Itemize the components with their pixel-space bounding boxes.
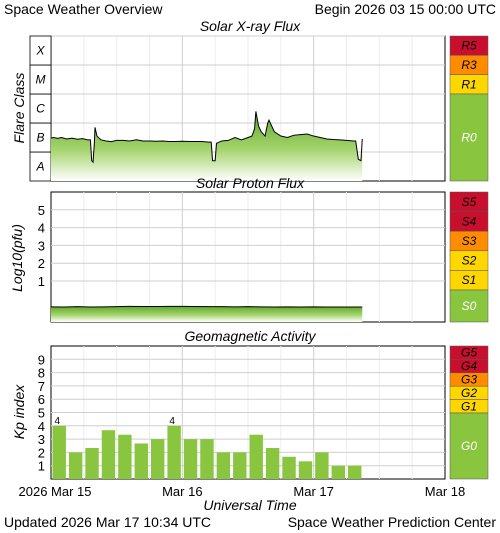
scale-label-s0: S0 — [462, 299, 477, 313]
scale-label-r0: R0 — [461, 131, 477, 145]
scale-label-g3: G3 — [461, 373, 477, 387]
proton-right-scale: S5 S4 S3 S2 S1 S0 — [449, 191, 489, 323]
kp-y-tick-label: 5 — [38, 406, 45, 421]
kp-bar — [265, 448, 280, 479]
kp-y-tick-label: 7 — [38, 379, 45, 394]
kp-bar — [315, 452, 329, 479]
x-axis-ticks: 2026 Mar 15 Mar 16 Mar 17 Mar 18 — [19, 484, 466, 499]
kp-bar — [216, 452, 231, 479]
scale-label-g4: G4 — [461, 359, 477, 373]
xray-class-label-m: M — [36, 73, 46, 87]
scale-label-g2: G2 — [461, 386, 477, 400]
xray-flux-line — [50, 111, 363, 164]
kp-y-tick-label: 8 — [38, 366, 45, 381]
proton-y-tick-label: 4 — [38, 221, 45, 236]
scale-label-s4: S4 — [462, 214, 477, 228]
xray-class-label-x: X — [35, 44, 45, 58]
kp-bar — [249, 434, 263, 479]
x-tick-label: Mar 17 — [293, 484, 333, 499]
proton-title: Solar Proton Flux — [196, 175, 305, 191]
kp-bar — [101, 430, 116, 479]
kp-y-tick-label: 6 — [38, 392, 45, 407]
proton-y-tick-label: 3 — [38, 238, 45, 253]
x-tick-label: Mar 16 — [162, 484, 202, 499]
kp-bar — [118, 434, 132, 479]
x-tick-label: Mar 18 — [425, 484, 465, 499]
xray-flux-area — [51, 111, 363, 181]
kp-grid — [51, 346, 445, 479]
kp-bar — [331, 465, 345, 479]
xray-right-scale: R5 R3 R1 R0 — [449, 35, 489, 182]
x-tick-label: 2026 Mar 15 — [19, 484, 92, 499]
proton-flux-area — [51, 306, 363, 322]
scale-label-s1: S1 — [462, 273, 477, 287]
xray-title: Solar X-ray Flux — [200, 18, 301, 34]
x-axis-label: Universal Time — [203, 497, 296, 513]
kp-bar — [151, 439, 165, 479]
proton-grid — [51, 192, 445, 322]
kp-bar — [183, 439, 198, 479]
kp-data-label: 4 — [169, 416, 175, 427]
kp-bar — [167, 425, 181, 479]
scale-block-s0 — [449, 289, 489, 323]
kp-bar — [282, 456, 296, 479]
kp-y-tick-label: 1 — [38, 459, 45, 474]
proton-ylabel: Log10(pfu) — [9, 224, 25, 292]
swpc-credit: Space Weather Prediction Center — [288, 514, 497, 530]
xray-class-box-x — [29, 35, 52, 66]
proton-flux-line — [50, 305, 363, 308]
scale-label-g5: G5 — [461, 346, 477, 360]
kp-bar — [68, 452, 83, 479]
kp-bar — [200, 439, 214, 479]
xray-class-label-c: C — [36, 102, 45, 116]
xray-ylabel: Flare Class — [11, 73, 27, 144]
proton-y-ticks: 1 2 3 4 5 — [38, 203, 45, 289]
scale-label-s3: S3 — [462, 234, 477, 248]
xray-class-axis: A B C M X — [29, 35, 52, 182]
begin-time: Begin 2026 03 15 00:00 UTC — [315, 1, 496, 17]
kp-bar — [52, 425, 66, 479]
scale-label-r5: R5 — [461, 39, 477, 53]
kp-bar — [348, 465, 362, 479]
scale-label-r3: R3 — [461, 58, 477, 72]
kp-bar — [134, 443, 148, 479]
proton-y-tick-label: 1 — [38, 274, 45, 289]
scale-label-s2: S2 — [462, 254, 477, 268]
xray-class-label-b: B — [36, 131, 44, 145]
kp-y-tick-label: 2 — [38, 445, 45, 460]
proton-ylabel-group: Log10(pfu) — [9, 224, 25, 292]
kp-bar — [233, 452, 247, 479]
updated-time: Updated 2026 Mar 17 10:34 UTC — [4, 514, 211, 530]
kp-y-tick-label: 4 — [38, 419, 45, 434]
proton-y-tick-label: 2 — [38, 256, 45, 271]
scale-label-g0: G0 — [461, 439, 477, 453]
kp-bar — [298, 461, 313, 479]
kp-title: Geomagnetic Activity — [185, 328, 317, 344]
scale-label-r1: R1 — [461, 77, 476, 91]
xray-series — [50, 111, 363, 181]
xray-class-label-a: A — [35, 160, 44, 174]
scale-block-g0 — [449, 412, 489, 480]
scale-label-g1: G1 — [461, 399, 477, 413]
page-title: Space Weather Overview — [4, 1, 163, 17]
proton-y-tick-label: 5 — [38, 203, 45, 218]
kp-y-tick-label: 9 — [38, 352, 45, 367]
kp-y-tick-label: 3 — [38, 432, 45, 447]
scale-block-r0 — [449, 93, 489, 182]
kp-ylabel: Kp index — [11, 384, 27, 439]
scale-label-s5: S5 — [462, 195, 477, 209]
proton-series — [50, 305, 363, 322]
kp-bar — [85, 448, 99, 479]
kp-data-label: 4 — [55, 416, 61, 427]
